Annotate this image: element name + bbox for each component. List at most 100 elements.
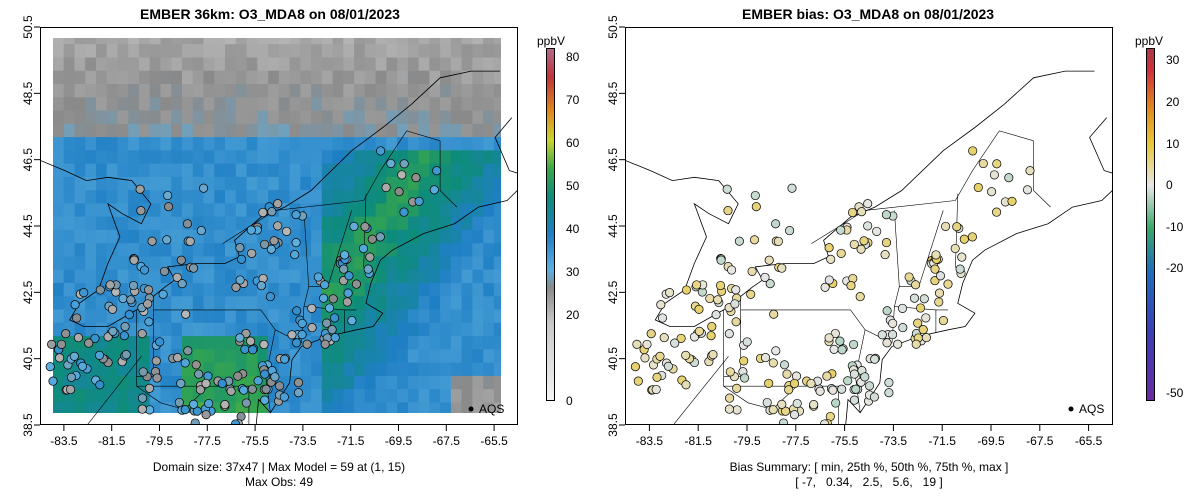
- obs-site-marker: [367, 234, 377, 244]
- heatmap-cell: [139, 67, 151, 84]
- heatmap-cell: [96, 227, 108, 244]
- heatmap-cell: [493, 399, 506, 416]
- obs-site-marker: [162, 235, 172, 245]
- heatmap-cell: [450, 346, 463, 363]
- heatmap-cell: [343, 280, 355, 297]
- heatmap-cell: [257, 293, 269, 310]
- heatmap-cell: [53, 173, 65, 191]
- heatmap-cell: [300, 280, 312, 297]
- heatmap-cell: [375, 147, 388, 164]
- heatmap-cell: [192, 280, 205, 297]
- heatmap-cell: [321, 67, 334, 84]
- heatmap-cell: [63, 266, 76, 283]
- heatmap-cell: [450, 67, 463, 84]
- obs-site-marker: [376, 146, 386, 156]
- obs-site-marker: [183, 346, 193, 356]
- right-axes: -83.5 -81.5 -79.5 -77.5 -75.5 -73.5 -71.5 -69.5…: [606, 15, 1102, 448]
- heatmap-cell: [192, 319, 205, 337]
- heatmap-cell: [429, 107, 441, 124]
- bias-site-marker: [750, 190, 760, 201]
- heatmap-cell: [493, 333, 506, 350]
- bias-site-marker: [911, 280, 921, 290]
- heatmap-cell: [53, 81, 65, 98]
- heatmap-cell: [386, 253, 398, 270]
- heatmap-cell: [63, 147, 76, 164]
- heatmap-cell: [225, 346, 237, 363]
- heatmap-cell: [149, 160, 162, 177]
- heatmap-cell: [257, 372, 269, 390]
- heatmap-cell: [461, 213, 474, 230]
- heatmap-cell: [332, 94, 345, 111]
- heatmap-cell: [225, 160, 237, 177]
- obs-site-marker: [135, 184, 145, 194]
- heatmap-cell: [364, 240, 377, 257]
- heatmap-cell: [203, 147, 215, 164]
- heatmap-cell: [289, 399, 302, 416]
- heatmap-cell: [235, 147, 248, 164]
- heatmap-cell: [85, 147, 97, 164]
- heatmap-cell: [332, 213, 345, 230]
- heatmap-cell: [160, 107, 172, 124]
- bias-site-marker: [646, 329, 656, 339]
- heatmap-cell: [450, 134, 463, 151]
- heatmap-cell: [278, 253, 291, 270]
- obs-site-marker: [339, 264, 349, 274]
- heatmap-cell: [289, 240, 302, 257]
- heatmap-cell: [429, 54, 441, 71]
- heatmap-cell: [278, 372, 291, 390]
- heatmap-cell: [407, 200, 420, 217]
- heatmap-cell: [483, 147, 495, 164]
- obs-site-marker: [381, 182, 391, 193]
- obs-site-marker: [248, 345, 258, 355]
- bias-site-marker: [789, 378, 800, 389]
- heatmap-cell: [53, 94, 65, 111]
- heatmap-cell: [418, 54, 431, 71]
- heatmap-cell: [364, 134, 377, 151]
- obs-site-marker: [217, 378, 227, 389]
- heatmap-cell: [311, 372, 323, 390]
- bias-site-marker: [978, 158, 988, 169]
- heatmap-cell: [483, 41, 495, 58]
- heatmap-cell: [139, 187, 151, 204]
- obs-site-marker: [293, 388, 304, 398]
- heatmap-cell: [461, 81, 474, 98]
- heatmap-cell: [246, 94, 258, 111]
- heatmap-cell: [332, 173, 345, 191]
- heatmap-cell: [268, 134, 280, 151]
- heatmap-cell: [450, 399, 463, 416]
- bias-site-marker: [849, 339, 859, 350]
- heatmap-cell: [53, 372, 65, 390]
- obs-site-marker: [176, 255, 186, 265]
- bias-site-marker: [781, 406, 791, 416]
- heatmap-cell: [418, 306, 431, 323]
- heatmap-cell: [171, 280, 183, 297]
- heatmap-cell: [117, 266, 129, 283]
- heatmap-cell: [246, 319, 258, 337]
- heatmap-cell: [106, 200, 119, 217]
- heatmap-cell: [311, 200, 323, 217]
- heatmap-cell: [364, 213, 377, 230]
- heatmap-cell: [106, 399, 119, 416]
- heatmap-cell: [214, 280, 226, 297]
- right-x-tick-label: -77.5: [782, 434, 810, 448]
- heatmap-cell: [63, 213, 76, 230]
- heatmap-cell: [268, 306, 280, 323]
- left-x-tick-label: -77.5: [194, 434, 222, 448]
- obs-site-marker: [220, 400, 230, 410]
- obs-site-marker: [260, 395, 270, 405]
- heatmap-cell: [235, 213, 248, 230]
- heatmap-cell: [246, 67, 258, 84]
- heatmap-cell: [106, 120, 119, 138]
- heatmap-cell: [278, 41, 291, 58]
- heatmap-cell: [268, 120, 280, 138]
- heatmap-cell: [117, 306, 129, 323]
- heatmap-cell: [311, 160, 323, 177]
- heatmap-cell: [246, 147, 258, 164]
- heatmap-cell: [149, 94, 162, 111]
- bias-site-marker: [864, 381, 875, 391]
- obs-site-marker: [144, 383, 155, 393]
- heatmap-cell: [332, 372, 345, 390]
- heatmap-cell: [278, 120, 291, 138]
- heatmap-cell: [493, 240, 506, 257]
- heatmap-cell: [214, 94, 226, 111]
